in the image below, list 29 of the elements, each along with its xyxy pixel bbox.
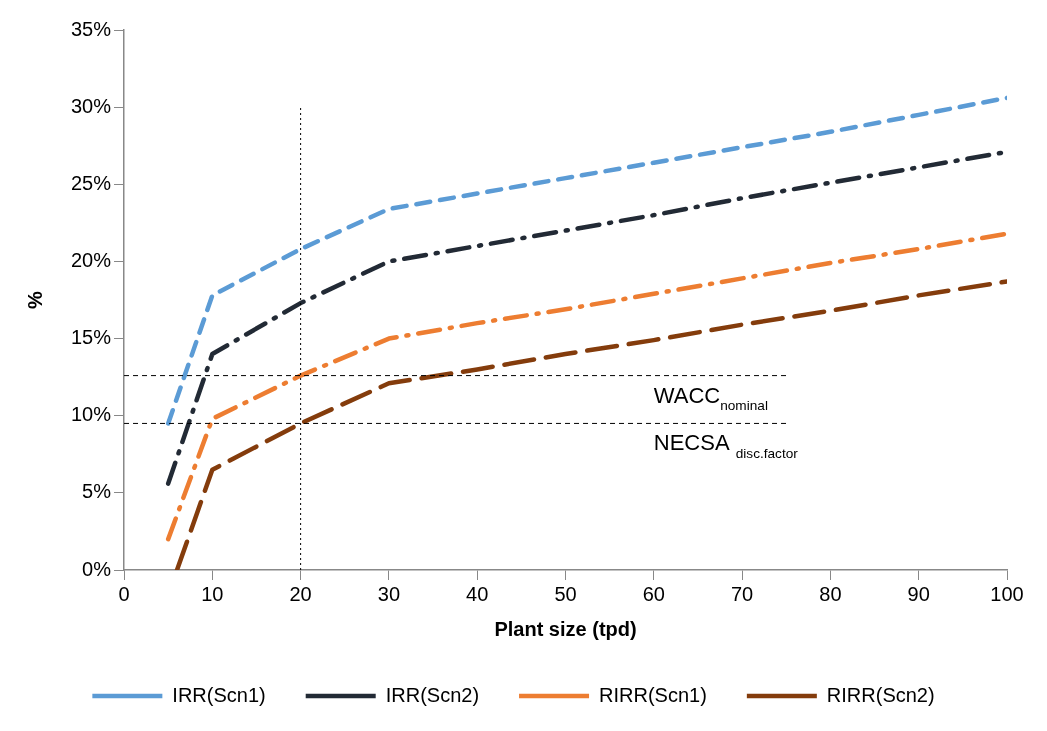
- x-tick-label: 100: [990, 582, 1024, 605]
- legend-label: IRR(Scn1): [172, 683, 266, 706]
- x-axis-title: Plant size (tpd): [494, 617, 637, 640]
- x-tick-label: 90: [907, 582, 930, 605]
- legend-label: IRR(Scn2): [385, 683, 480, 706]
- x-tick-label: 70: [730, 582, 754, 605]
- x-tick-label: 60: [642, 582, 665, 605]
- x-tick-label: 10: [201, 582, 224, 605]
- x-tick-label: 40: [466, 582, 489, 605]
- y-tick-label: 10%: [71, 403, 112, 426]
- legend-label: RIRR(Scn2): [826, 683, 935, 706]
- y-tick-label: 30%: [71, 94, 112, 117]
- y-tick-label: 5%: [82, 480, 112, 503]
- x-tick-label: 20: [289, 582, 312, 605]
- y-tick-label: 25%: [71, 171, 112, 194]
- y-tick-label: 15%: [71, 326, 112, 349]
- y-axis-title: %: [23, 290, 46, 309]
- x-tick-label: 50: [554, 582, 577, 605]
- x-tick-label: 0: [118, 582, 130, 605]
- legend-label: RIRR(Scn1): [599, 683, 707, 706]
- y-tick-label: 0%: [82, 557, 112, 580]
- line-series: [165, 231, 1007, 542]
- y-tick-label: 20%: [71, 248, 112, 271]
- line-series: [174, 279, 1007, 570]
- ref-line-label: NECSA disc.factor: [653, 430, 799, 462]
- y-tick-label: 35%: [71, 17, 112, 40]
- x-tick-label: 80: [819, 582, 842, 605]
- line-series: [165, 95, 1007, 426]
- x-tick-label: 30: [377, 582, 401, 605]
